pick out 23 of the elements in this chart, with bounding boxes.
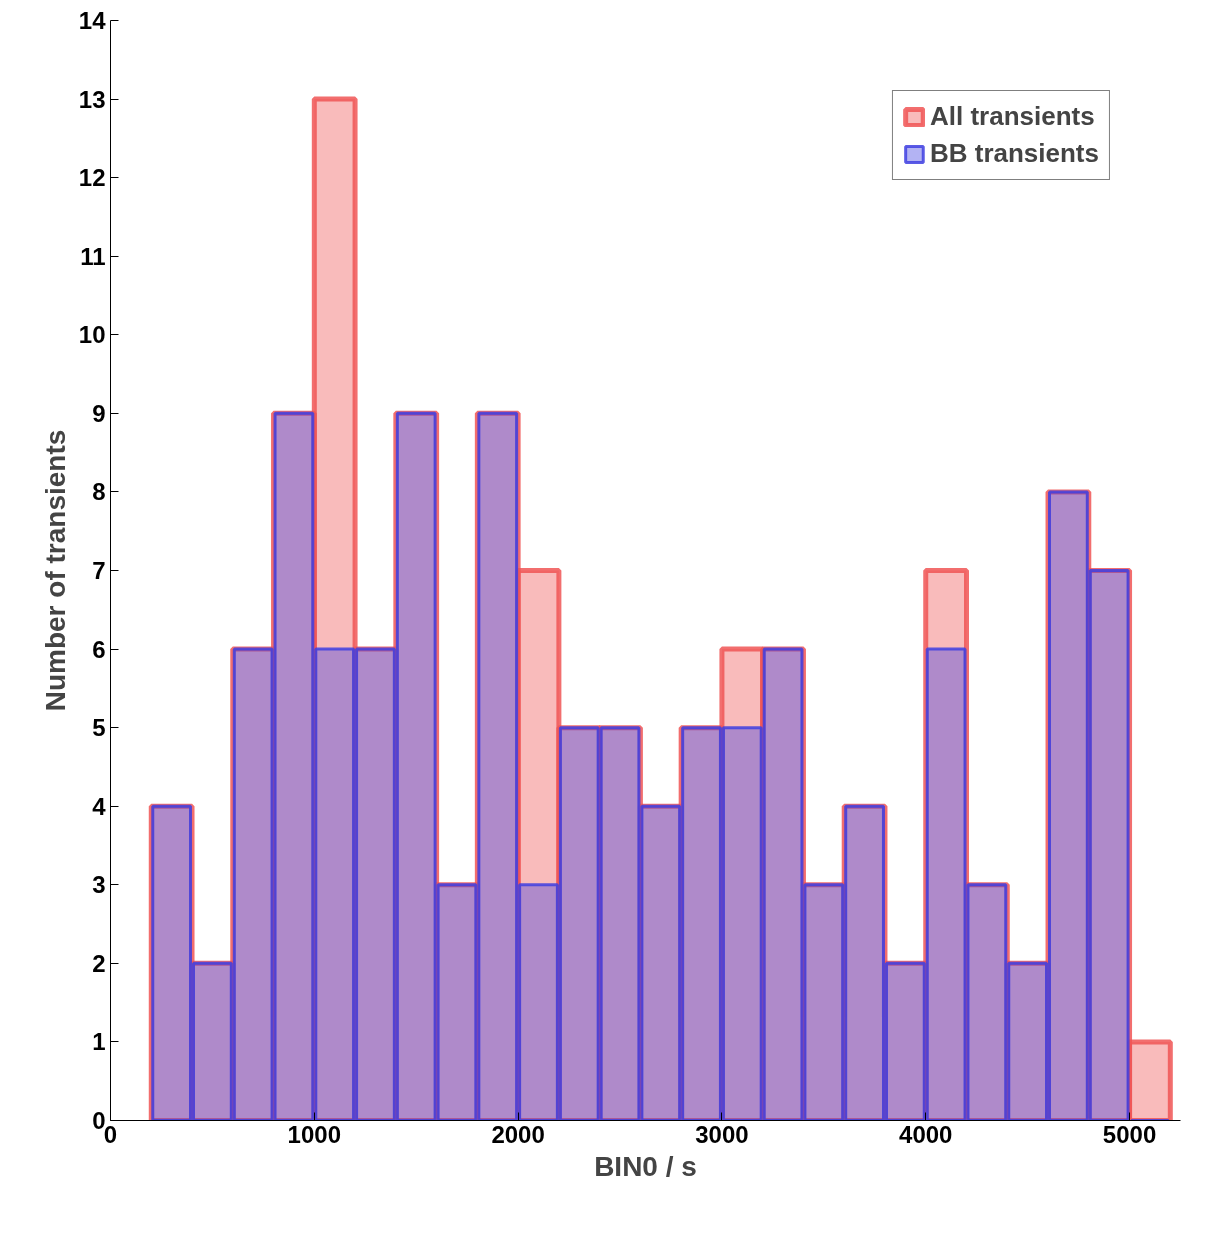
y-tick-label: 6 — [92, 635, 106, 663]
y-tick-label: 14 — [78, 7, 107, 34]
y-tick-label: 1 — [92, 1028, 106, 1056]
y-tick-label: 9 — [92, 399, 106, 427]
x-tick-label: 3000 — [695, 1120, 749, 1148]
y-tick-label: 11 — [80, 242, 106, 270]
y-tick-label: 3 — [92, 871, 106, 899]
x-tick-label: 1000 — [287, 1120, 341, 1148]
x-tick-label: 5000 — [1102, 1120, 1157, 1148]
y-tick-label: 8 — [92, 478, 106, 506]
y-tick-label: 2 — [92, 949, 106, 977]
y-tick-label: 13 — [78, 85, 106, 113]
legend-label: BB transients — [929, 138, 1099, 169]
y-tick-label: 7 — [92, 557, 106, 584]
y-tick-label: 12 — [78, 164, 106, 192]
y-tick-label: 10 — [78, 321, 106, 349]
y-tick-label: 4 — [92, 792, 107, 820]
legend-label: All transients — [929, 101, 1095, 132]
x-axis-title: BIN0 / s — [594, 1150, 697, 1182]
x-tick-label: 4000 — [899, 1120, 953, 1148]
x-tick-label: 2000 — [491, 1120, 545, 1148]
y-axis-title: Number of transients — [39, 429, 71, 712]
y-tick-label: 5 — [92, 714, 106, 742]
